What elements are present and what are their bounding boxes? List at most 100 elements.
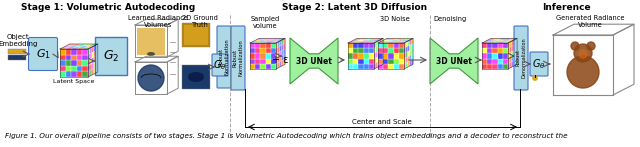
Polygon shape: [284, 59, 285, 65]
Polygon shape: [276, 47, 278, 53]
Polygon shape: [92, 46, 94, 53]
Polygon shape: [504, 41, 511, 42]
Polygon shape: [94, 67, 96, 74]
Polygon shape: [394, 42, 401, 43]
Bar: [250, 48, 255, 53]
Text: 3D UNet: 3D UNet: [436, 56, 472, 66]
Polygon shape: [90, 44, 98, 45]
Bar: [83, 49, 88, 55]
Polygon shape: [511, 45, 513, 52]
Text: Stage 1: Volumetric Autodecoding: Stage 1: Volumetric Autodecoding: [21, 3, 195, 12]
Bar: [266, 43, 271, 48]
Polygon shape: [260, 42, 268, 43]
Polygon shape: [96, 44, 98, 51]
Bar: [503, 59, 508, 64]
Polygon shape: [376, 62, 378, 68]
Polygon shape: [404, 52, 406, 59]
Polygon shape: [94, 56, 96, 63]
Bar: [255, 53, 260, 59]
Bar: [353, 48, 358, 53]
Text: Learned Radiance
Volumes: Learned Radiance Volumes: [128, 15, 188, 28]
Polygon shape: [372, 40, 380, 41]
Polygon shape: [358, 42, 365, 43]
Polygon shape: [77, 48, 84, 49]
Bar: [383, 53, 388, 59]
Polygon shape: [408, 40, 410, 46]
Polygon shape: [484, 41, 491, 42]
Text: Stage 2: Latent 3D Diffusion: Stage 2: Latent 3D Diffusion: [282, 3, 428, 12]
Polygon shape: [381, 54, 383, 60]
Polygon shape: [374, 63, 376, 69]
Polygon shape: [276, 52, 278, 59]
Bar: [260, 48, 266, 53]
Polygon shape: [357, 40, 364, 41]
Bar: [60, 66, 65, 71]
Polygon shape: [92, 69, 94, 75]
Bar: [369, 59, 374, 64]
Circle shape: [579, 50, 587, 58]
Polygon shape: [408, 51, 410, 57]
Bar: [65, 60, 71, 66]
Bar: [364, 53, 369, 59]
FancyBboxPatch shape: [514, 26, 528, 90]
Polygon shape: [364, 42, 371, 43]
Polygon shape: [381, 59, 383, 65]
Polygon shape: [487, 42, 494, 43]
Bar: [77, 55, 83, 60]
Polygon shape: [513, 45, 515, 51]
Bar: [378, 48, 383, 53]
Polygon shape: [410, 60, 412, 66]
Bar: [71, 49, 77, 55]
Polygon shape: [364, 39, 371, 40]
Polygon shape: [412, 49, 413, 55]
Polygon shape: [380, 45, 381, 51]
Polygon shape: [508, 52, 510, 59]
Polygon shape: [508, 58, 510, 64]
Polygon shape: [510, 41, 511, 47]
Bar: [364, 59, 369, 64]
Bar: [378, 64, 383, 69]
Bar: [255, 43, 260, 48]
Bar: [266, 64, 271, 69]
Circle shape: [567, 56, 599, 88]
Text: Robust
Normalization: Robust Normalization: [219, 39, 229, 75]
Bar: [492, 64, 498, 69]
Polygon shape: [394, 39, 401, 40]
Bar: [250, 53, 255, 59]
Polygon shape: [515, 49, 517, 55]
Polygon shape: [482, 42, 489, 43]
Polygon shape: [510, 46, 511, 52]
Bar: [250, 59, 255, 64]
Bar: [394, 53, 399, 59]
Polygon shape: [72, 45, 79, 46]
Polygon shape: [380, 55, 381, 61]
FancyBboxPatch shape: [184, 25, 208, 45]
Polygon shape: [371, 41, 378, 42]
Polygon shape: [430, 38, 478, 84]
Polygon shape: [94, 45, 96, 52]
Circle shape: [532, 76, 538, 81]
Polygon shape: [515, 44, 517, 50]
Polygon shape: [380, 41, 387, 42]
Bar: [487, 64, 492, 69]
Bar: [266, 59, 271, 64]
Bar: [399, 59, 404, 64]
Polygon shape: [257, 41, 264, 42]
Circle shape: [587, 42, 595, 50]
Text: $G_\theta$: $G_\theta$: [532, 57, 546, 71]
Polygon shape: [88, 59, 90, 66]
Polygon shape: [83, 45, 90, 46]
Polygon shape: [380, 50, 381, 56]
Bar: [388, 48, 394, 53]
Bar: [271, 59, 276, 64]
Polygon shape: [508, 39, 515, 40]
FancyBboxPatch shape: [29, 37, 58, 71]
Polygon shape: [92, 57, 94, 64]
Polygon shape: [350, 41, 357, 42]
Text: + ε: + ε: [272, 55, 288, 65]
Polygon shape: [376, 57, 378, 63]
Polygon shape: [269, 40, 276, 41]
Text: Generated Radiance
Volume: Generated Radiance Volume: [556, 15, 624, 28]
Polygon shape: [513, 39, 515, 45]
Polygon shape: [264, 40, 271, 41]
